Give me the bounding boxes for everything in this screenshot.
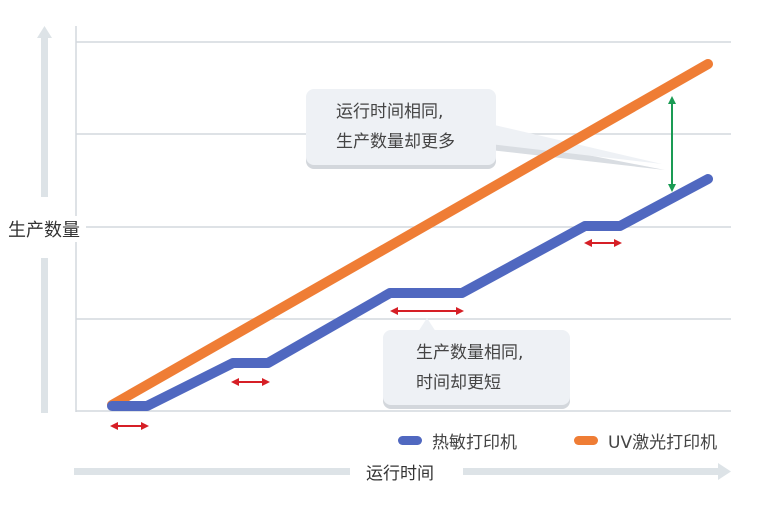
series-thermal-printer <box>107 174 713 411</box>
callout-same-time-more-output: 运行时间相同, 生产数量却更多 <box>306 89 496 165</box>
pause-arrows <box>110 239 622 430</box>
legend-label: 热敏打印机 <box>432 433 517 453</box>
grid <box>75 26 731 412</box>
series-uv-laser-printer <box>107 59 713 410</box>
legend-swatch-orange <box>574 436 598 445</box>
callout-top-line1: 运行时间相同, <box>336 102 444 122</box>
x-axis-label: 运行时间 <box>366 464 434 484</box>
callout-same-output-less-time: 生产数量相同, 时间却更短 <box>383 330 570 405</box>
callout-bottom-line2: 时间却更短 <box>416 373 501 393</box>
top-callout-pointer <box>490 124 665 170</box>
y-axis-label: 生产数量 <box>6 216 82 242</box>
legend-label: UV激光打印机 <box>608 433 718 453</box>
bottom-callout-pointer <box>418 318 436 332</box>
callout-top-line2: 生产数量却更多 <box>336 132 455 152</box>
callout-bottom-line1: 生产数量相同, <box>416 343 524 363</box>
y-axis-arrow <box>37 26 52 413</box>
legend-swatch-blue <box>398 436 422 445</box>
legend-item-uv-laser-printer: UV激光打印机 <box>574 428 717 453</box>
legend-item-thermal-printer: 热敏打印机 <box>398 428 517 453</box>
x-axis-arrow <box>74 463 731 480</box>
